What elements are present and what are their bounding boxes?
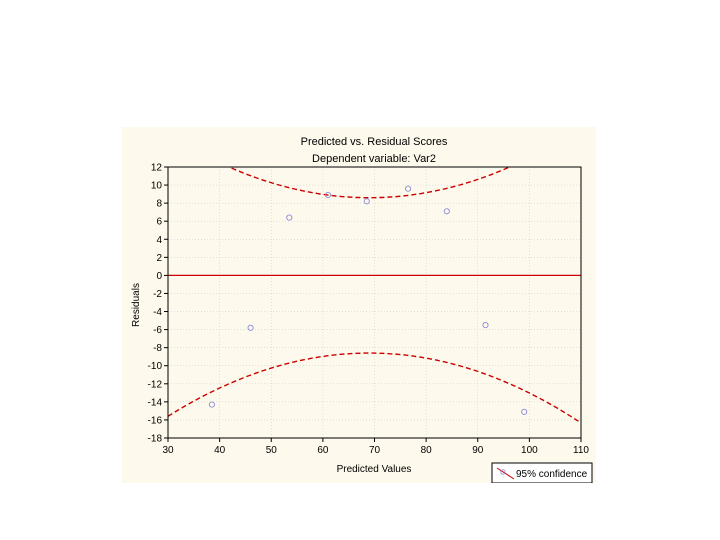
y-tick-label: -14 [148, 397, 163, 408]
x-axis-label: Predicted Values [337, 464, 412, 475]
x-tick-label: 40 [214, 445, 226, 456]
y-tick-label: -6 [153, 325, 162, 336]
x-tick-label: 100 [521, 445, 538, 456]
y-tick-label: -12 [148, 379, 163, 390]
grid-lines [167, 166, 582, 439]
legend-line-swatch [496, 467, 515, 480]
chart-title: Predicted vs. Residual Scores [301, 136, 448, 148]
chart-subtitle: Dependent variable: Var2 [312, 153, 436, 165]
data-point [443, 208, 450, 215]
y-tick-label: 12 [151, 163, 163, 174]
axis-ticks: 30 40 50 60 70 80 90 100 110 12 10 8 6 4 2 0 -2 -4 -6 -8 -10… [148, 163, 590, 457]
y-tick-label: -2 [153, 289, 162, 300]
upper-confidence-curve [227, 167, 512, 199]
y-tick-label: -8 [153, 343, 162, 354]
data-point [247, 324, 254, 331]
legend-label: 95% confidence [516, 469, 588, 480]
chart-svg: Predicted vs. Residual Scores Dependent … [131, 136, 593, 483]
chart-panel: Predicted vs. Residual Scores Dependent … [122, 127, 596, 483]
y-axis-label: Residuals [131, 283, 142, 327]
y-tick-label: 4 [156, 235, 162, 246]
x-tick-label: 30 [162, 445, 174, 456]
x-tick-label: 60 [317, 445, 329, 456]
x-tick-label: 70 [369, 445, 381, 456]
x-tick-label: 50 [266, 445, 278, 456]
y-tick-label: -18 [148, 434, 163, 445]
x-tick-label: 110 [573, 445, 589, 456]
y-tick-label: 10 [151, 181, 163, 192]
x-tick-label: 80 [421, 445, 433, 456]
y-tick-label: 0 [156, 271, 162, 282]
data-point [521, 408, 528, 415]
y-tick-label: -4 [153, 307, 162, 318]
legend-marker-swatch [500, 469, 506, 475]
data-point [286, 214, 293, 221]
legend-box [491, 462, 593, 483]
lower-confidence-curve [168, 352, 581, 424]
data-point [405, 185, 412, 192]
legend: 95% confidence [491, 462, 593, 483]
data-point [482, 322, 489, 329]
y-tick-label: 8 [156, 199, 162, 210]
x-tick-label: 90 [472, 445, 484, 456]
data-point [324, 191, 332, 199]
y-tick-label: 2 [156, 253, 162, 264]
data-point [363, 198, 370, 205]
plot-content [168, 167, 581, 424]
data-point [208, 401, 215, 408]
y-tick-label: -16 [148, 415, 163, 426]
y-tick-label: -10 [148, 361, 163, 372]
y-tick-label: 6 [156, 217, 162, 228]
